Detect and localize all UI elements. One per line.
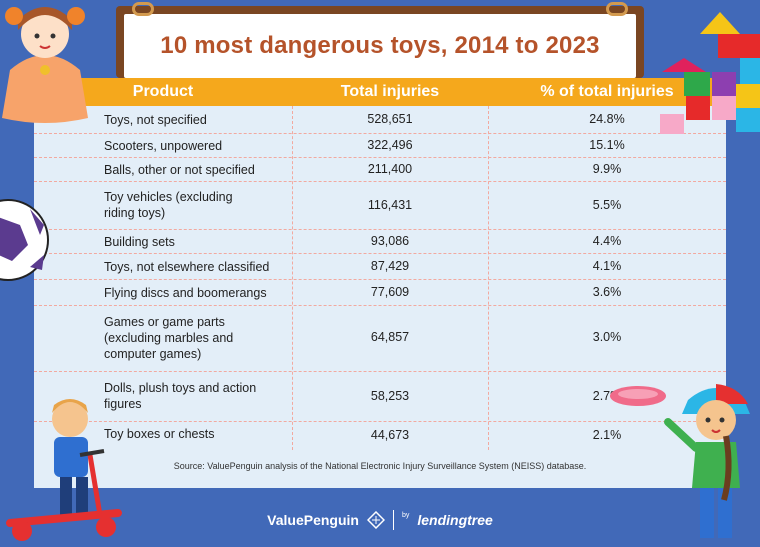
table-row: Flying discs and boomerangs 77,609 3.6% (34, 280, 726, 306)
table-body: Toys, not specified 528,651 24.8% Scoote… (34, 106, 726, 450)
cell-product: Dolls, plush toys and action figures (104, 381, 257, 411)
column-divider (488, 106, 489, 450)
cell-injuries: 116,431 (367, 198, 413, 212)
cell-injuries: 44,673 (370, 428, 410, 442)
source-note: Source: ValuePenguin analysis of the Nat… (173, 461, 587, 471)
cell-percent: 24.8% (589, 112, 625, 126)
cell-product: Scooters, unpowered (104, 139, 223, 153)
partner-prefix: by (401, 512, 410, 519)
rope-knot-right (606, 2, 628, 16)
cell-percent: 2.1% (592, 428, 622, 442)
doll-illustration-icon (2, 7, 88, 123)
cell-product: Balls, other or not specified (104, 163, 255, 177)
table-panel (34, 78, 726, 488)
cell-product: Building sets (104, 235, 175, 249)
page-title: 10 most dangerous toys, 2014 to 2023 (160, 32, 600, 59)
cell-injuries: 528,651 (367, 112, 413, 126)
column-header-product: Product (132, 83, 194, 100)
table-row: Scooters, unpowered 322,496 15.1% (34, 134, 726, 158)
rope-knot-left (132, 2, 154, 16)
girl-with-cap-icon (664, 384, 750, 538)
cell-injuries: 322,496 (367, 138, 413, 152)
table-row: Games or game parts (excluding marbles a… (34, 306, 726, 372)
cell-percent: 3.0% (592, 330, 622, 344)
cell-percent: 4.1% (592, 259, 622, 273)
toy-blocks-icon (660, 12, 760, 134)
penguin-logo-icon (366, 511, 385, 529)
table-header: Product Total injuries % of total injuri… (34, 78, 726, 106)
cell-injuries: 93,086 (370, 234, 410, 248)
column-header-percent: % of total injuries (540, 83, 674, 100)
cell-percent: 3.6% (592, 285, 622, 299)
cell-percent: 9.9% (592, 162, 622, 176)
footer: ValuePenguin by lendingtree (0, 510, 760, 530)
child-on-scooter-icon (6, 399, 122, 541)
cell-product: Toys, not elsewhere classified (104, 260, 270, 274)
cell-injuries: 87,429 (370, 259, 410, 273)
valuepenguin-logo: ValuePenguin (267, 512, 359, 528)
column-divider (292, 106, 293, 450)
table-row: Building sets 93,086 4.4% (34, 230, 726, 254)
cell-injuries: 211,400 (367, 162, 413, 176)
cell-injuries: 64,857 (370, 330, 410, 344)
cell-product: Toy vehicles (excluding riding toys) (104, 190, 233, 220)
cell-percent: 15.1% (589, 138, 625, 152)
lendingtree-logo: lendingtree (417, 512, 493, 528)
table-row: Balls, other or not specified 211,400 9.… (34, 158, 726, 182)
flying-disc-icon (610, 386, 666, 406)
cell-percent: 5.5% (592, 198, 622, 212)
table-row: Toy vehicles (excluding riding toys) 116… (34, 182, 726, 230)
footer-divider (392, 510, 394, 530)
cell-product: Toy boxes or chests (104, 427, 215, 441)
table-row: Toy boxes or chests 44,673 2.1% (34, 422, 726, 450)
cell-injuries: 58,253 (370, 389, 410, 403)
cell-percent: 4.4% (592, 234, 622, 248)
title-sign: 10 most dangerous toys, 2014 to 2023 (116, 6, 644, 78)
cell-product: Games or game parts (excluding marbles a… (104, 315, 234, 361)
cell-product: Toys, not specified (104, 113, 207, 127)
cell-product: Flying discs and boomerangs (104, 286, 267, 300)
table-row: Toys, not specified 528,651 24.8% (34, 106, 726, 134)
column-header-total-injuries: Total injuries (340, 83, 440, 100)
table-row: Toys, not elsewhere classified 87,429 4.… (34, 254, 726, 280)
soccer-ball-icon (0, 199, 49, 281)
cell-injuries: 77,609 (370, 285, 410, 299)
